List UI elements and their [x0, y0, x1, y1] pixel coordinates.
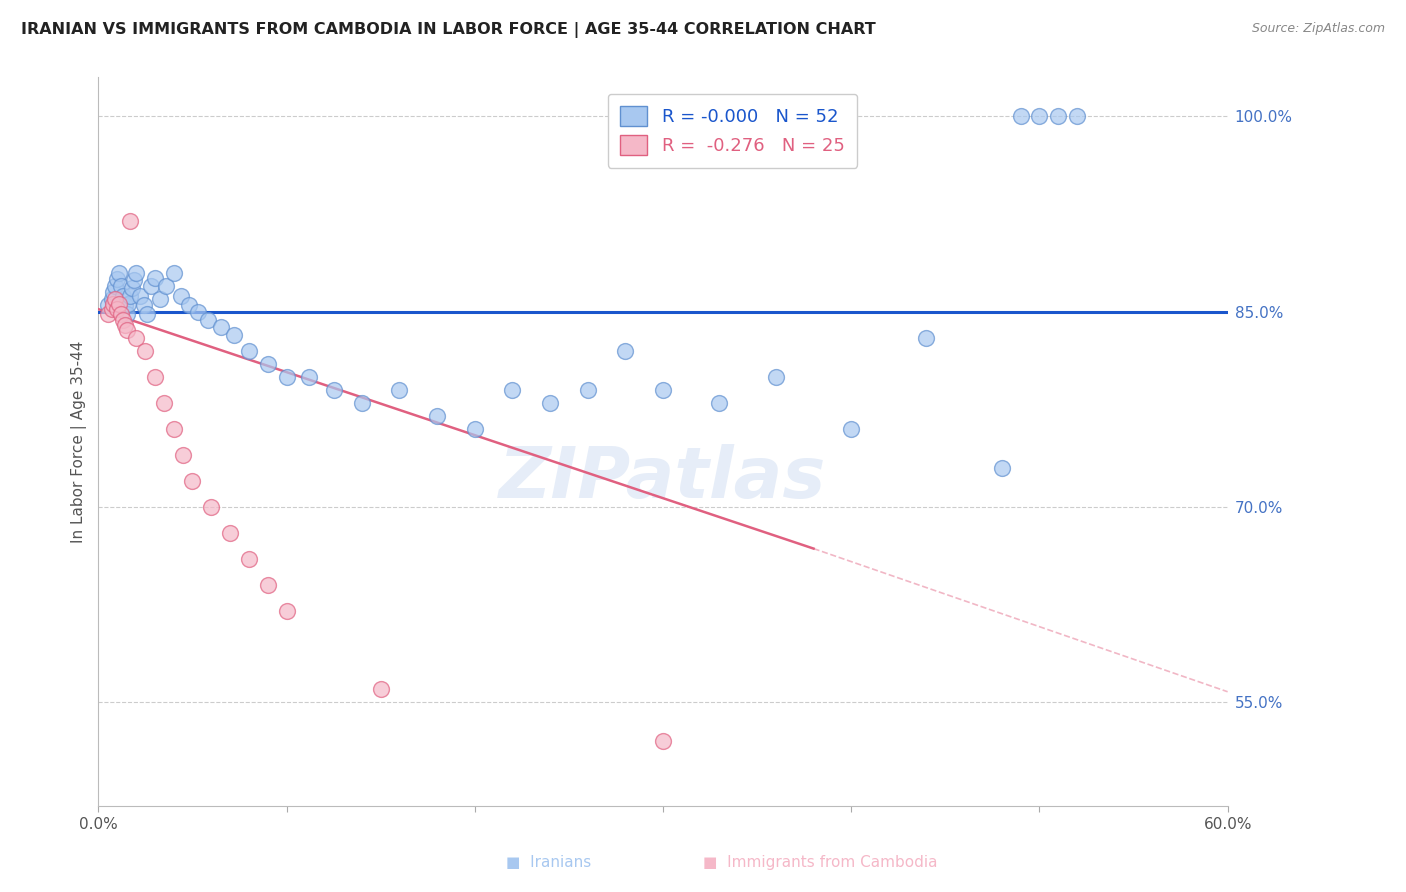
Point	[209, 320, 232, 334]
Point	[426, 409, 449, 423]
Point	[104, 292, 127, 306]
Point	[1066, 110, 1088, 124]
Point	[1010, 110, 1032, 124]
Point	[576, 383, 599, 397]
Point	[120, 213, 142, 227]
Point	[238, 343, 260, 358]
Point	[125, 266, 148, 280]
Point	[298, 369, 321, 384]
Point	[538, 396, 561, 410]
Point	[839, 422, 862, 436]
Point	[181, 474, 204, 488]
Point	[162, 266, 184, 280]
Point	[172, 448, 194, 462]
Point	[104, 278, 127, 293]
Point	[219, 526, 242, 541]
Point	[256, 357, 278, 371]
Point	[388, 383, 411, 397]
Point	[200, 500, 222, 514]
Point	[108, 266, 131, 280]
Point	[117, 297, 139, 311]
Point	[652, 383, 675, 397]
Point	[100, 292, 122, 306]
Point	[276, 369, 298, 384]
Point	[120, 289, 142, 303]
Text: ZIPatlas: ZIPatlas	[499, 444, 827, 513]
Point	[322, 383, 344, 397]
Point	[143, 271, 166, 285]
Point	[97, 307, 120, 321]
Point	[134, 343, 156, 358]
Point	[915, 331, 938, 345]
Point	[765, 369, 787, 384]
Point	[103, 297, 125, 311]
Point	[1028, 110, 1050, 124]
Point	[709, 396, 731, 410]
Text: IRANIAN VS IMMIGRANTS FROM CAMBODIA IN LABOR FORCE | AGE 35-44 CORRELATION CHART: IRANIAN VS IMMIGRANTS FROM CAMBODIA IN L…	[21, 22, 876, 38]
Point	[105, 302, 128, 317]
Point	[464, 422, 486, 436]
Point	[115, 307, 138, 321]
Point	[256, 578, 278, 592]
Point	[991, 461, 1014, 475]
Point	[103, 285, 125, 300]
Point	[111, 289, 134, 303]
Point	[100, 302, 122, 317]
Point	[97, 298, 120, 312]
Point	[108, 297, 131, 311]
Point	[139, 278, 162, 293]
Legend: R = -0.000   N = 52, R =  -0.276   N = 25: R = -0.000 N = 52, R = -0.276 N = 25	[607, 94, 858, 168]
Point	[111, 312, 134, 326]
Text: ■  Immigrants from Cambodia: ■ Immigrants from Cambodia	[703, 855, 938, 870]
Point	[1047, 110, 1070, 124]
Point	[153, 396, 176, 410]
Point	[238, 552, 260, 566]
Point	[105, 272, 128, 286]
Point	[115, 323, 138, 337]
Point	[114, 318, 136, 332]
Point	[110, 278, 132, 293]
Y-axis label: In Labor Force | Age 35-44: In Labor Force | Age 35-44	[72, 341, 87, 543]
Point	[501, 383, 523, 397]
Point	[110, 307, 132, 321]
Point	[114, 298, 136, 312]
Point	[162, 422, 184, 436]
Point	[125, 331, 148, 345]
Point	[370, 682, 392, 697]
Point	[170, 289, 193, 303]
Point	[128, 289, 150, 303]
Point	[350, 396, 373, 410]
Point	[136, 307, 159, 321]
Point	[122, 273, 145, 287]
Point	[177, 298, 200, 312]
Text: ■  Iranians: ■ Iranians	[506, 855, 592, 870]
Point	[187, 304, 209, 318]
Point	[276, 604, 298, 618]
Point	[143, 369, 166, 384]
Point	[614, 343, 637, 358]
Point	[132, 298, 155, 312]
Point	[155, 278, 177, 293]
Point	[121, 281, 143, 295]
Point	[222, 328, 245, 343]
Point	[197, 312, 219, 326]
Point	[149, 292, 172, 306]
Point	[652, 734, 675, 748]
Text: Source: ZipAtlas.com: Source: ZipAtlas.com	[1251, 22, 1385, 36]
